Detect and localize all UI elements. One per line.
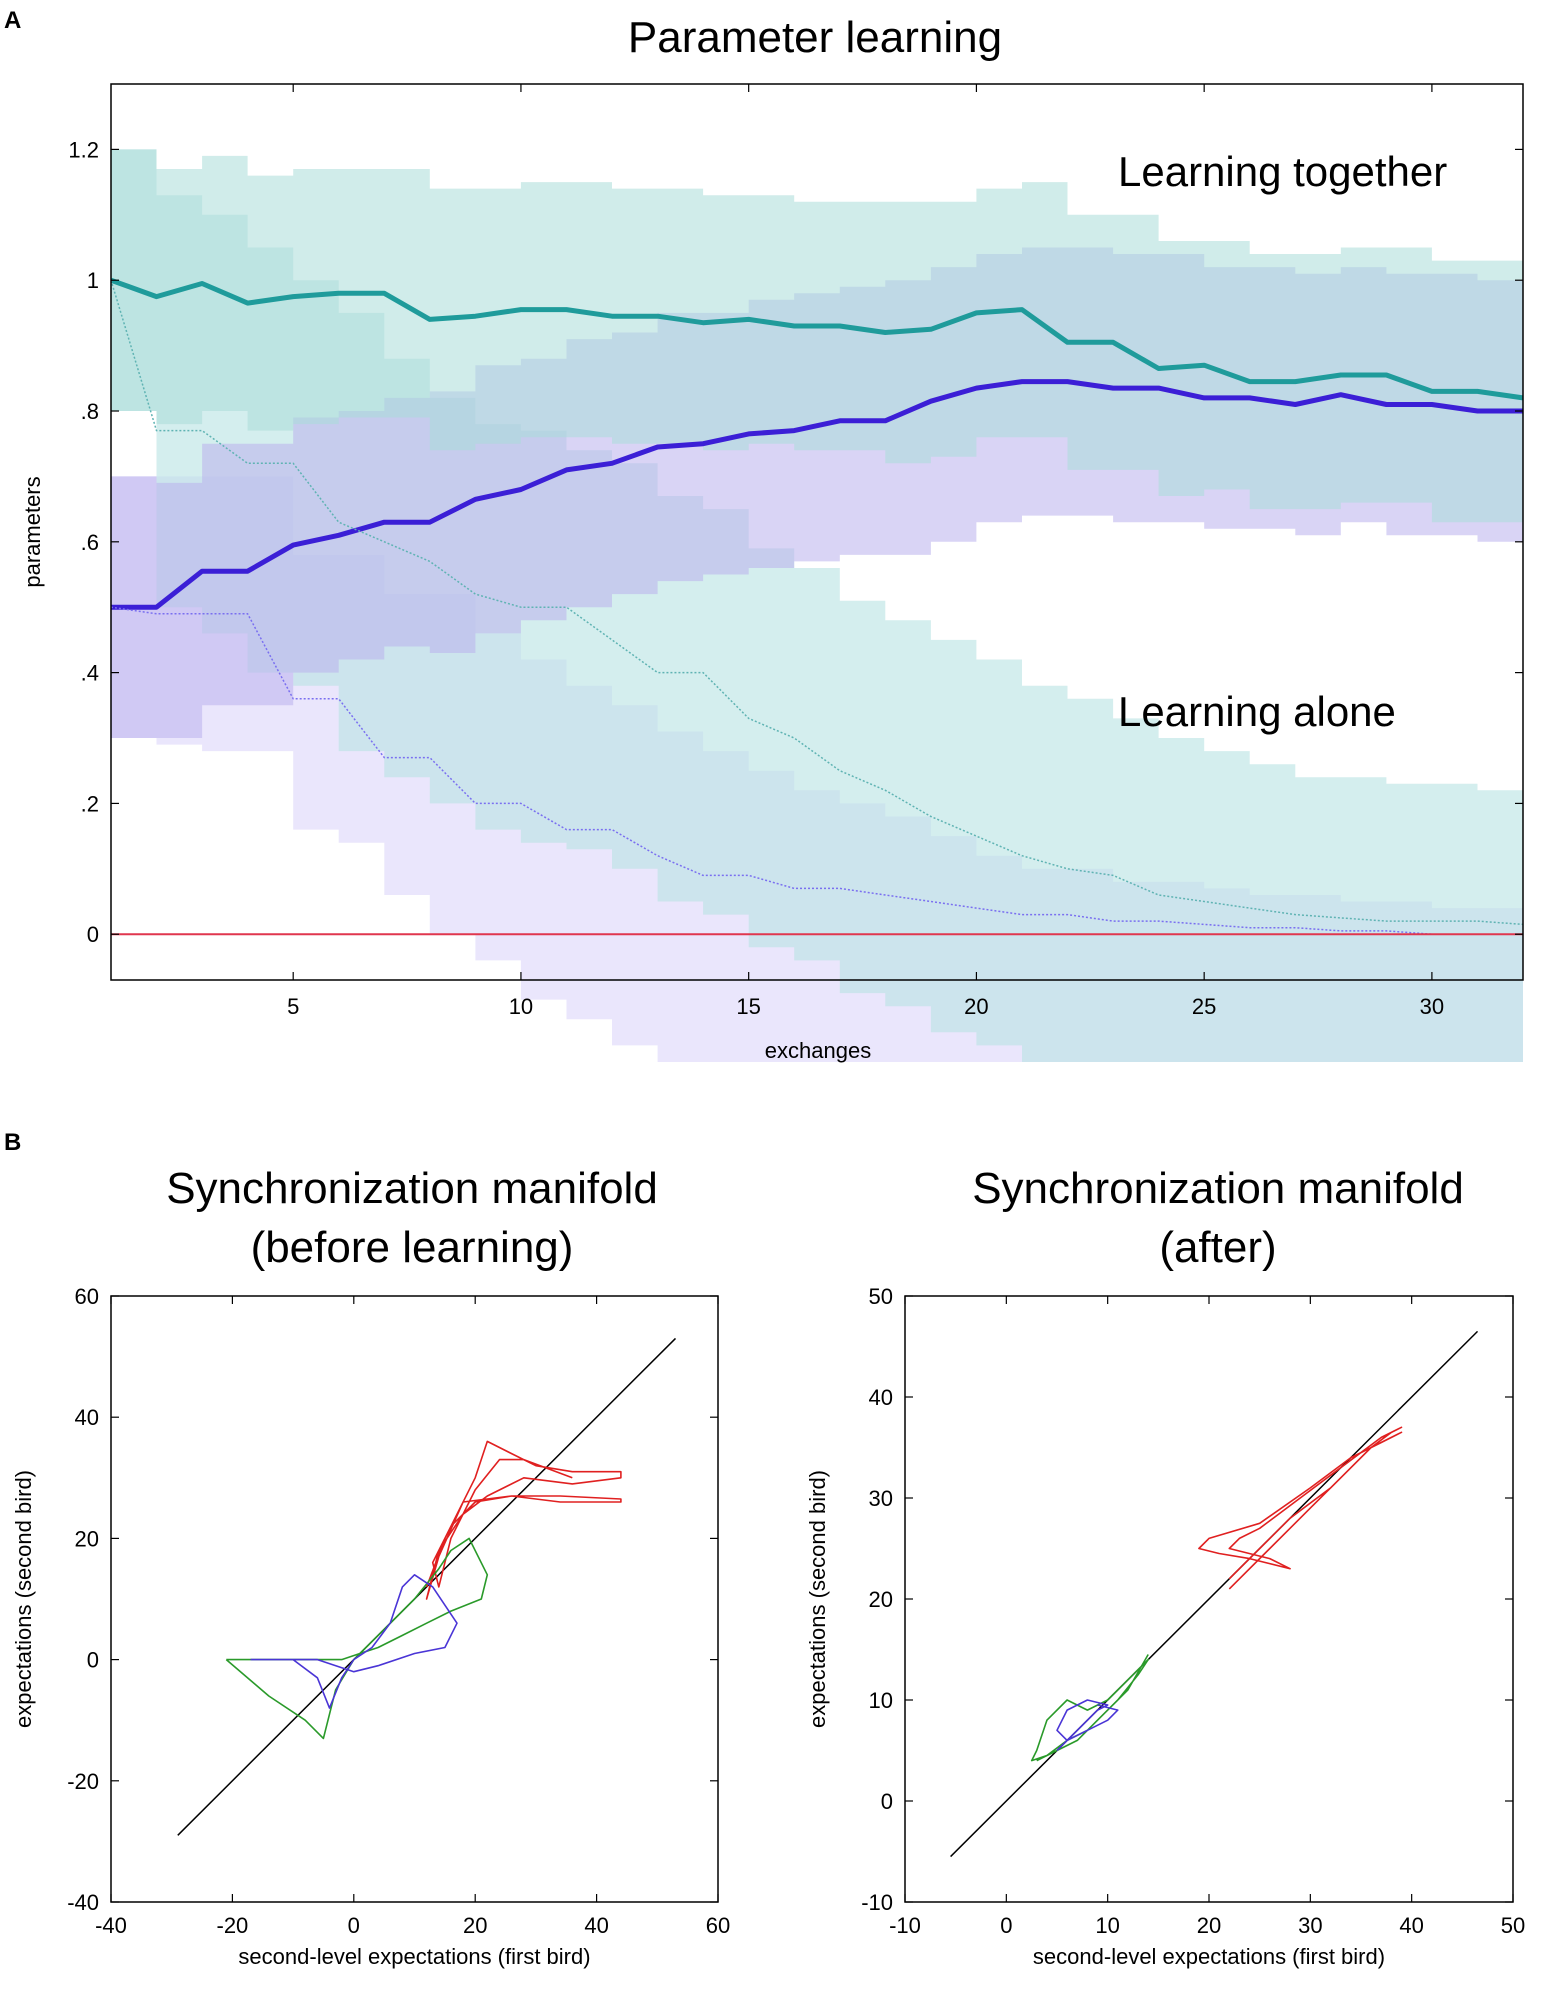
panel-b-letter: B [4,1129,21,1156]
red-trajectory [1198,1426,1403,1590]
x-tick-label: 20 [1197,1913,1221,1938]
y-tick-label: -10 [861,1890,893,1915]
y-tick-label: 10 [869,1688,893,1713]
panel-a-letter: A [4,7,21,34]
red-trajectory [425,1440,622,1600]
plot-frame [110,83,1524,981]
chart-title-line-2: (before learning) [251,1223,574,1272]
y-tick-label: 0 [87,922,99,947]
green-trajectory [225,1537,489,1740]
x-tick-label: 5 [287,994,299,1019]
x-axis-label: exchanges [765,1038,871,1063]
y-tick-label: 30 [869,1486,893,1511]
annotation-learning-alone: Learning alone [1118,688,1396,735]
y-tick-label: 40 [869,1385,893,1410]
x-tick-label: 40 [1399,1913,1423,1938]
y-tick-label: .4 [81,661,99,686]
y-tick-label: .8 [81,399,99,424]
x-tick-label: 0 [348,1913,360,1938]
x-tick-label: 20 [964,994,988,1019]
annotation-learning-together: Learning together [1118,148,1447,195]
y-tick-label: .2 [81,791,99,816]
manifold-after-chart: Synchronization manifold (after) -10 0 10 20 3… [805,1164,1525,1969]
x-tick-label: -20 [217,1913,249,1938]
x-tick-label: 30 [1298,1913,1322,1938]
y-tick-label: .6 [81,530,99,555]
together-purple-mean-line [111,379,1523,610]
together-teal-band [111,149,1523,529]
x-tick-label: 15 [736,994,760,1019]
x-tick-label: -40 [95,1913,127,1938]
x-tick-label: 25 [1192,994,1216,1019]
y-tick-label: 40 [75,1405,99,1430]
chart-title-line-1: Synchronization manifold [166,1164,658,1213]
x-tick-label: 0 [1000,1913,1012,1938]
blue-trajectory [250,1574,458,1709]
x-tick-label: 50 [1501,1913,1525,1938]
x-tick-label: 60 [706,1913,730,1938]
y-axis-label: expectations (second bird) [11,1470,36,1728]
y-tick-label: 50 [869,1284,893,1309]
y-tick-label: 20 [869,1587,893,1612]
panel-a-title: Parameter learning [628,13,1002,62]
alone-teal-band [111,149,1523,1062]
alone-purple-mean-line [111,606,1523,935]
manifold-before-chart: Synchronization manifold (before learning… [11,1164,730,1969]
y-tick-label: -20 [67,1769,99,1794]
y-tick-label: -40 [67,1890,99,1915]
chart-title-line-2: (after) [1159,1223,1276,1272]
x-tick-label: 20 [463,1913,487,1938]
x-tick-label: -10 [889,1913,921,1938]
y-tick-label: 20 [75,1526,99,1551]
chart-title-line-1: Synchronization manifold [972,1164,1464,1213]
x-axis-label: second-level expectations (first bird) [1033,1944,1385,1969]
y-tick-label: 0 [881,1789,893,1814]
y-tick-label: 1 [87,268,99,293]
x-tick-label: 40 [584,1913,608,1938]
x-tick-label: 10 [509,994,533,1019]
x-tick-label: 10 [1095,1913,1119,1938]
alone-teal-mean-line [111,279,1524,926]
y-axis-label: expectations (second bird) [805,1470,830,1728]
y-tick-label: 60 [75,1284,99,1309]
x-axis-label: second-level expectations (first bird) [238,1944,590,1969]
blue-trajectory [1056,1699,1119,1752]
together-teal-mean-line [111,277,1524,401]
y-axis-label: parameters [20,476,45,587]
parameter-learning-chart: 5 10 15 20 25 30 0 .2 .4 .6 .8 1 1.2 exchanges paramet… [20,83,1524,1063]
diagonal-line [950,1330,1479,1858]
y-tick-label: 0 [87,1648,99,1673]
x-tick-label: 30 [1420,994,1444,1019]
y-tick-label: 1.2 [68,137,99,162]
plot-area [111,149,1524,1062]
